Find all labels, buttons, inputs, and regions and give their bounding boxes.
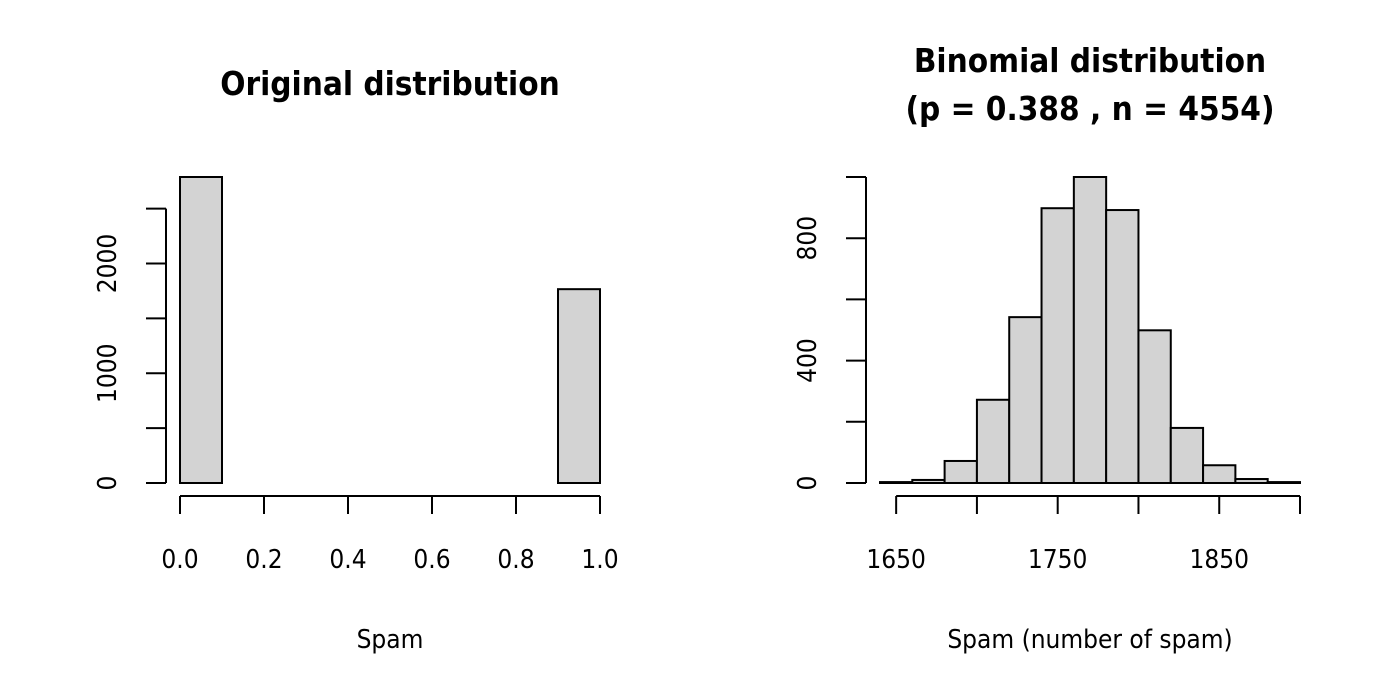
chart-title: (p = 0.388 , n = 4554) xyxy=(905,89,1274,128)
histogram-bar xyxy=(179,176,223,484)
x-axis-title: Spam xyxy=(357,625,424,655)
x-tick-label: 1750 xyxy=(1028,545,1088,575)
y-tick-label: 1000 xyxy=(93,343,123,403)
x-tick-label: 0.8 xyxy=(497,545,534,575)
histogram-bar xyxy=(1234,478,1269,485)
y-tick-label: 800 xyxy=(793,216,823,261)
histogram-original-distribution: Original distribution 0.0 0.2 0.4 0.6 0.8 1.0 0… xyxy=(93,64,619,655)
histogram-bar xyxy=(975,398,1011,485)
x-tick-label: 0.6 xyxy=(413,545,450,575)
x-tick-label: 0.0 xyxy=(161,545,198,575)
histogram-bar xyxy=(1105,209,1140,484)
histogram-bar xyxy=(1169,426,1205,485)
histogram-binomial-distribution: Binomial distribution (p = 0.388 , n = 45… xyxy=(793,41,1301,655)
histogram-bar xyxy=(1008,316,1043,485)
x-tick-label: 1650 xyxy=(866,545,926,575)
histogram-bar xyxy=(557,288,601,485)
chart-title: Original distribution xyxy=(220,64,560,103)
histogram-bar xyxy=(1202,464,1237,485)
x-axis-title: Spam (number of spam) xyxy=(947,625,1232,655)
histogram-bar xyxy=(879,481,914,485)
x-tick-label: 1.0 xyxy=(581,545,618,575)
histogram-bar xyxy=(1040,207,1075,484)
histogram-bar xyxy=(943,459,978,484)
y-tick-label: 0 xyxy=(93,476,123,491)
histogram-bar xyxy=(1137,329,1172,484)
histogram-bar xyxy=(1266,481,1301,485)
y-tick-label: 400 xyxy=(793,338,823,383)
histogram-bar xyxy=(911,478,946,485)
chart-title: Binomial distribution xyxy=(914,41,1266,80)
x-tick-label: 0.4 xyxy=(329,545,366,575)
x-tick-label: 1850 xyxy=(1189,545,1249,575)
y-tick-label: 2000 xyxy=(93,234,123,294)
y-tick-label: 0 xyxy=(793,476,823,491)
histogram-bar xyxy=(1072,176,1108,484)
x-tick-label: 0.2 xyxy=(245,545,282,575)
